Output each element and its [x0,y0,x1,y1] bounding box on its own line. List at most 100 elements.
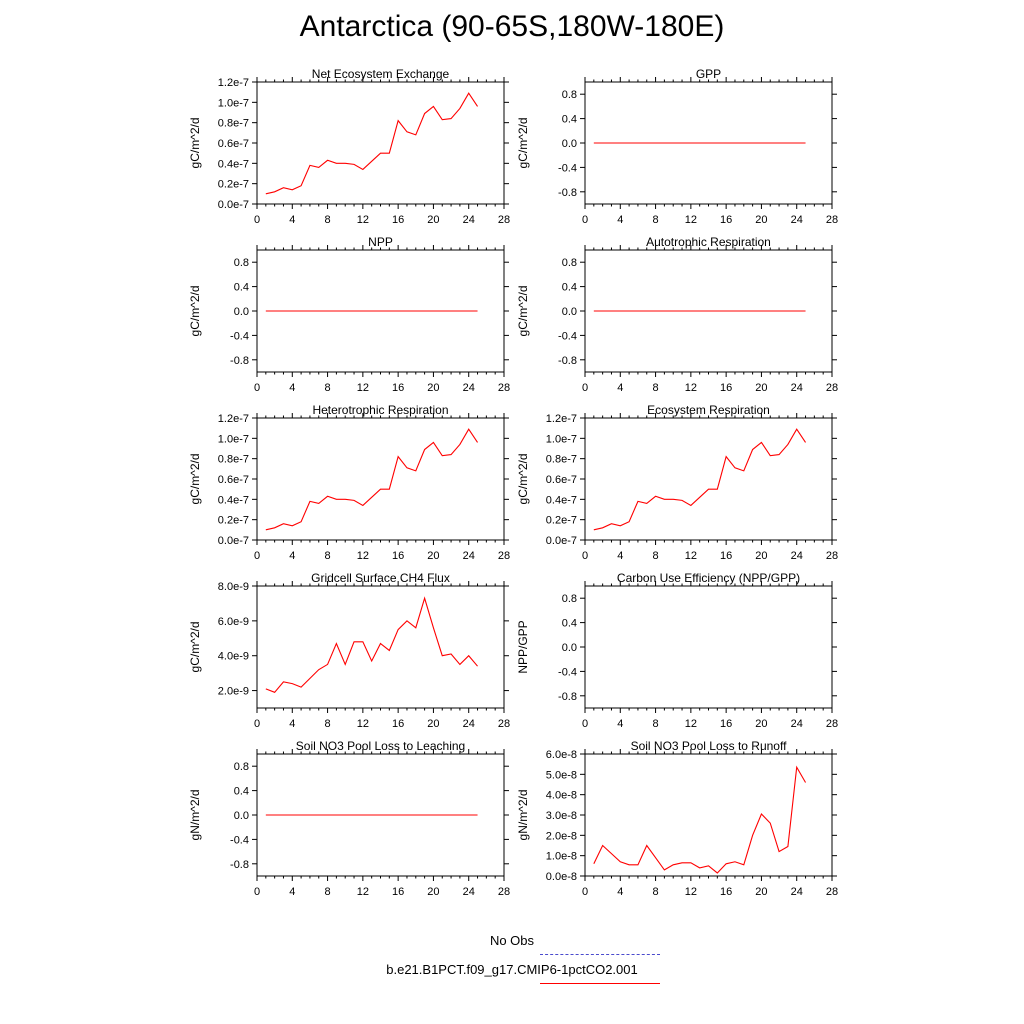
y-axis-label: gC/m^2/d [188,286,202,337]
y-tick-label: 0.8 [562,257,577,269]
x-tick-label: 4 [617,382,623,394]
x-tick-label: 0 [582,382,588,394]
x-tick-label: 8 [325,886,331,898]
x-tick-label: 20 [755,550,767,562]
x-tick-label: 16 [392,550,404,562]
y-tick-label: 0.0e-8 [546,871,577,883]
x-tick-label: 16 [720,550,732,562]
y-tick-label: 0.4e-7 [546,494,577,506]
y-axis-label: gC/m^2/d [516,286,530,337]
x-tick-label: 8 [325,550,331,562]
y-tick-label: 0.0 [562,306,577,318]
y-tick-label: 5.0e-8 [546,769,577,781]
x-tick-label: 24 [791,718,803,730]
y-tick-label: 0.4 [234,786,249,798]
x-tick-label: 28 [826,214,838,226]
y-tick-label: 0.2e-7 [218,515,249,527]
x-tick-label: 12 [357,718,369,730]
y-tick-label: 6.0e-9 [218,616,249,628]
chart-panel: Carbon Use Efficiency (NPP/GPP) NPP/GPP 0 4… [516,571,838,730]
x-tick-label: 8 [653,886,659,898]
x-tick-label: 4 [289,214,295,226]
x-tick-label: 4 [617,214,623,226]
series-line [265,596,478,693]
y-tick-label: 0.8 [234,257,249,269]
y-tick-label: 0.8e-7 [546,454,577,466]
x-tick-label: 12 [685,550,697,562]
y-tick-label: 0.8e-7 [218,454,249,466]
y-tick-label: 0.0 [234,306,249,318]
y-tick-label: 2.0e-8 [546,830,577,842]
y-tick-label: 1.0e-7 [218,97,249,109]
y-tick-label: 0.8 [562,593,577,605]
y-tick-label: 1.0e-7 [546,433,577,445]
x-tick-label: 16 [392,382,404,394]
chart-panel: GPP gC/m^2/d 0 4 8 12 16 20 24 28 -0.8 -0.4 0.0 0.4 0.… [516,67,838,226]
panel-title: Net Ecosystem Exchange [312,67,450,81]
x-tick-label: 12 [357,382,369,394]
x-tick-label: 0 [582,886,588,898]
x-tick-label: 4 [617,550,623,562]
x-tick-label: 28 [826,550,838,562]
series-line [593,428,806,531]
panel-title: GPP [696,67,721,81]
panel-title: Carbon Use Efficiency (NPP/GPP) [617,571,800,585]
x-tick-label: 28 [498,550,510,562]
y-tick-label: -0.8 [230,859,249,871]
y-tick-label: 1.0e-8 [546,851,577,863]
x-tick-label: 0 [254,382,260,394]
chart-panel: Autotrophic Respiration gC/m^2/d 0 4 8 12 16 20… [516,235,838,394]
chart-panel: Ecosystem Respiration gC/m^2/d 0 4 8 12 16 20 24… [516,403,838,562]
x-tick-label: 24 [791,214,803,226]
y-tick-label: 4.0e-8 [546,790,577,802]
x-tick-label: 16 [720,718,732,730]
y-tick-label: 0.0 [562,138,577,150]
y-tick-label: 1.2e-7 [546,413,577,425]
series-line [593,765,807,874]
x-tick-label: 28 [826,718,838,730]
x-tick-label: 4 [289,718,295,730]
x-tick-label: 28 [498,718,510,730]
y-axis-label: gC/m^2/d [516,454,530,505]
y-tick-label: 0.4e-7 [218,494,249,506]
x-tick-label: 24 [463,382,475,394]
y-tick-label: 0.4 [562,618,577,630]
x-tick-label: 12 [685,886,697,898]
x-tick-label: 12 [357,886,369,898]
y-tick-label: -0.8 [558,187,577,199]
y-tick-label: 0.4 [562,114,577,126]
y-tick-label: 0.0 [234,810,249,822]
y-tick-label: 0.8 [562,89,577,101]
y-tick-label: 6.0e-8 [546,749,577,761]
y-tick-label: 0.0e-7 [218,199,249,211]
x-tick-label: 8 [653,718,659,730]
plot-frame [256,585,505,709]
x-tick-label: 20 [755,718,767,730]
y-tick-label: 0.6e-7 [218,138,249,150]
x-tick-label: 8 [653,550,659,562]
x-tick-label: 20 [427,382,439,394]
x-tick-label: 16 [392,214,404,226]
panel-title: Soil NO3 Pool Loss to Runoff [631,739,788,753]
plot-frame [584,417,833,541]
x-tick-label: 20 [427,550,439,562]
y-tick-label: -0.4 [558,666,577,678]
x-tick-label: 20 [427,886,439,898]
x-tick-label: 4 [289,550,295,562]
y-tick-label: 0.0e-7 [546,535,577,547]
chart-panel: Soil NO3 Pool Loss to Runoff gN/m^2/d 0 4 8 1… [516,739,838,898]
series-line [265,92,478,195]
x-tick-label: 0 [254,550,260,562]
y-tick-label: 0.8 [234,761,249,773]
x-tick-label: 28 [498,886,510,898]
y-axis-label: NPP/GPP [516,620,530,673]
x-tick-label: 24 [463,550,475,562]
legend-model-label: b.e21.B1PCT.f09_g17.CMIP6-1pctCO2.001 [386,962,638,977]
panel-title: Soil NO3 Pool Loss to Leaching [296,739,465,753]
x-tick-label: 20 [755,382,767,394]
legend-obs-label: No Obs [489,933,535,948]
x-tick-label: 24 [791,550,803,562]
y-axis-label: gN/m^2/d [188,790,202,841]
panel-title: Ecosystem Respiration [647,403,770,417]
